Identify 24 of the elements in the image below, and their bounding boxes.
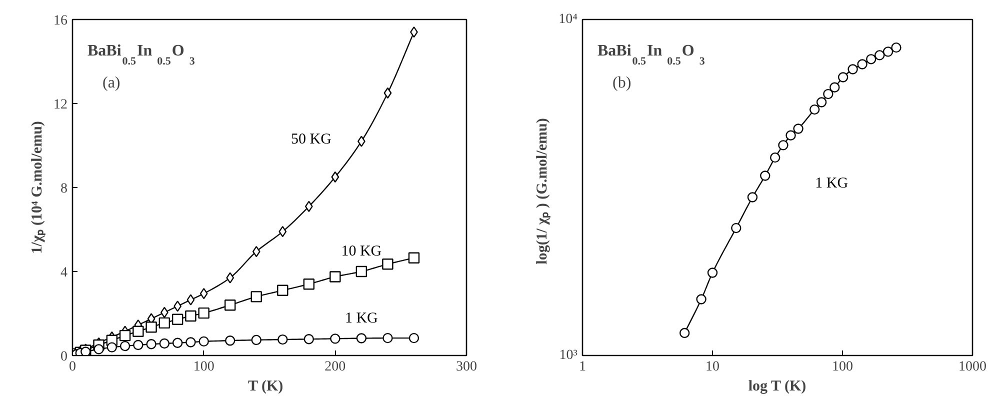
x-tick-label: 1000: [958, 360, 986, 374]
y-tick-label: 10³: [559, 348, 578, 363]
y-tick-label: 0: [60, 350, 68, 364]
x-tick-label: 300: [456, 360, 477, 374]
y-tick-label: 8: [60, 182, 68, 196]
y-axis-title: 1/χₚ (10⁴ G.mol/emu): [30, 121, 46, 254]
y-tick-label: 4: [60, 266, 68, 280]
x-tick-label: 100: [193, 360, 214, 374]
x-tick-label: 200: [324, 360, 346, 374]
x-axis-title: log T (K): [748, 378, 806, 394]
x-tick-label: 100: [832, 360, 853, 374]
series-label: 10 KG: [341, 244, 382, 260]
x-tick-label: 1: [579, 360, 586, 374]
y-tick-label: 16: [54, 14, 68, 28]
series-label: 1 KG: [344, 310, 378, 326]
y-tick-label: 10⁴: [558, 12, 578, 27]
y-tick-label: 12: [54, 98, 68, 112]
series-label: 50 KG: [291, 131, 332, 148]
x-axis-title: T (K): [248, 378, 284, 394]
text: 1 KG: [815, 176, 848, 192]
x-tick-label: 10: [706, 360, 720, 374]
annotation: (b): [612, 74, 632, 92]
y-axis-title: log(1/ χₚ ) (G.mol/emu): [534, 118, 551, 264]
annotation: (a): [102, 74, 120, 92]
